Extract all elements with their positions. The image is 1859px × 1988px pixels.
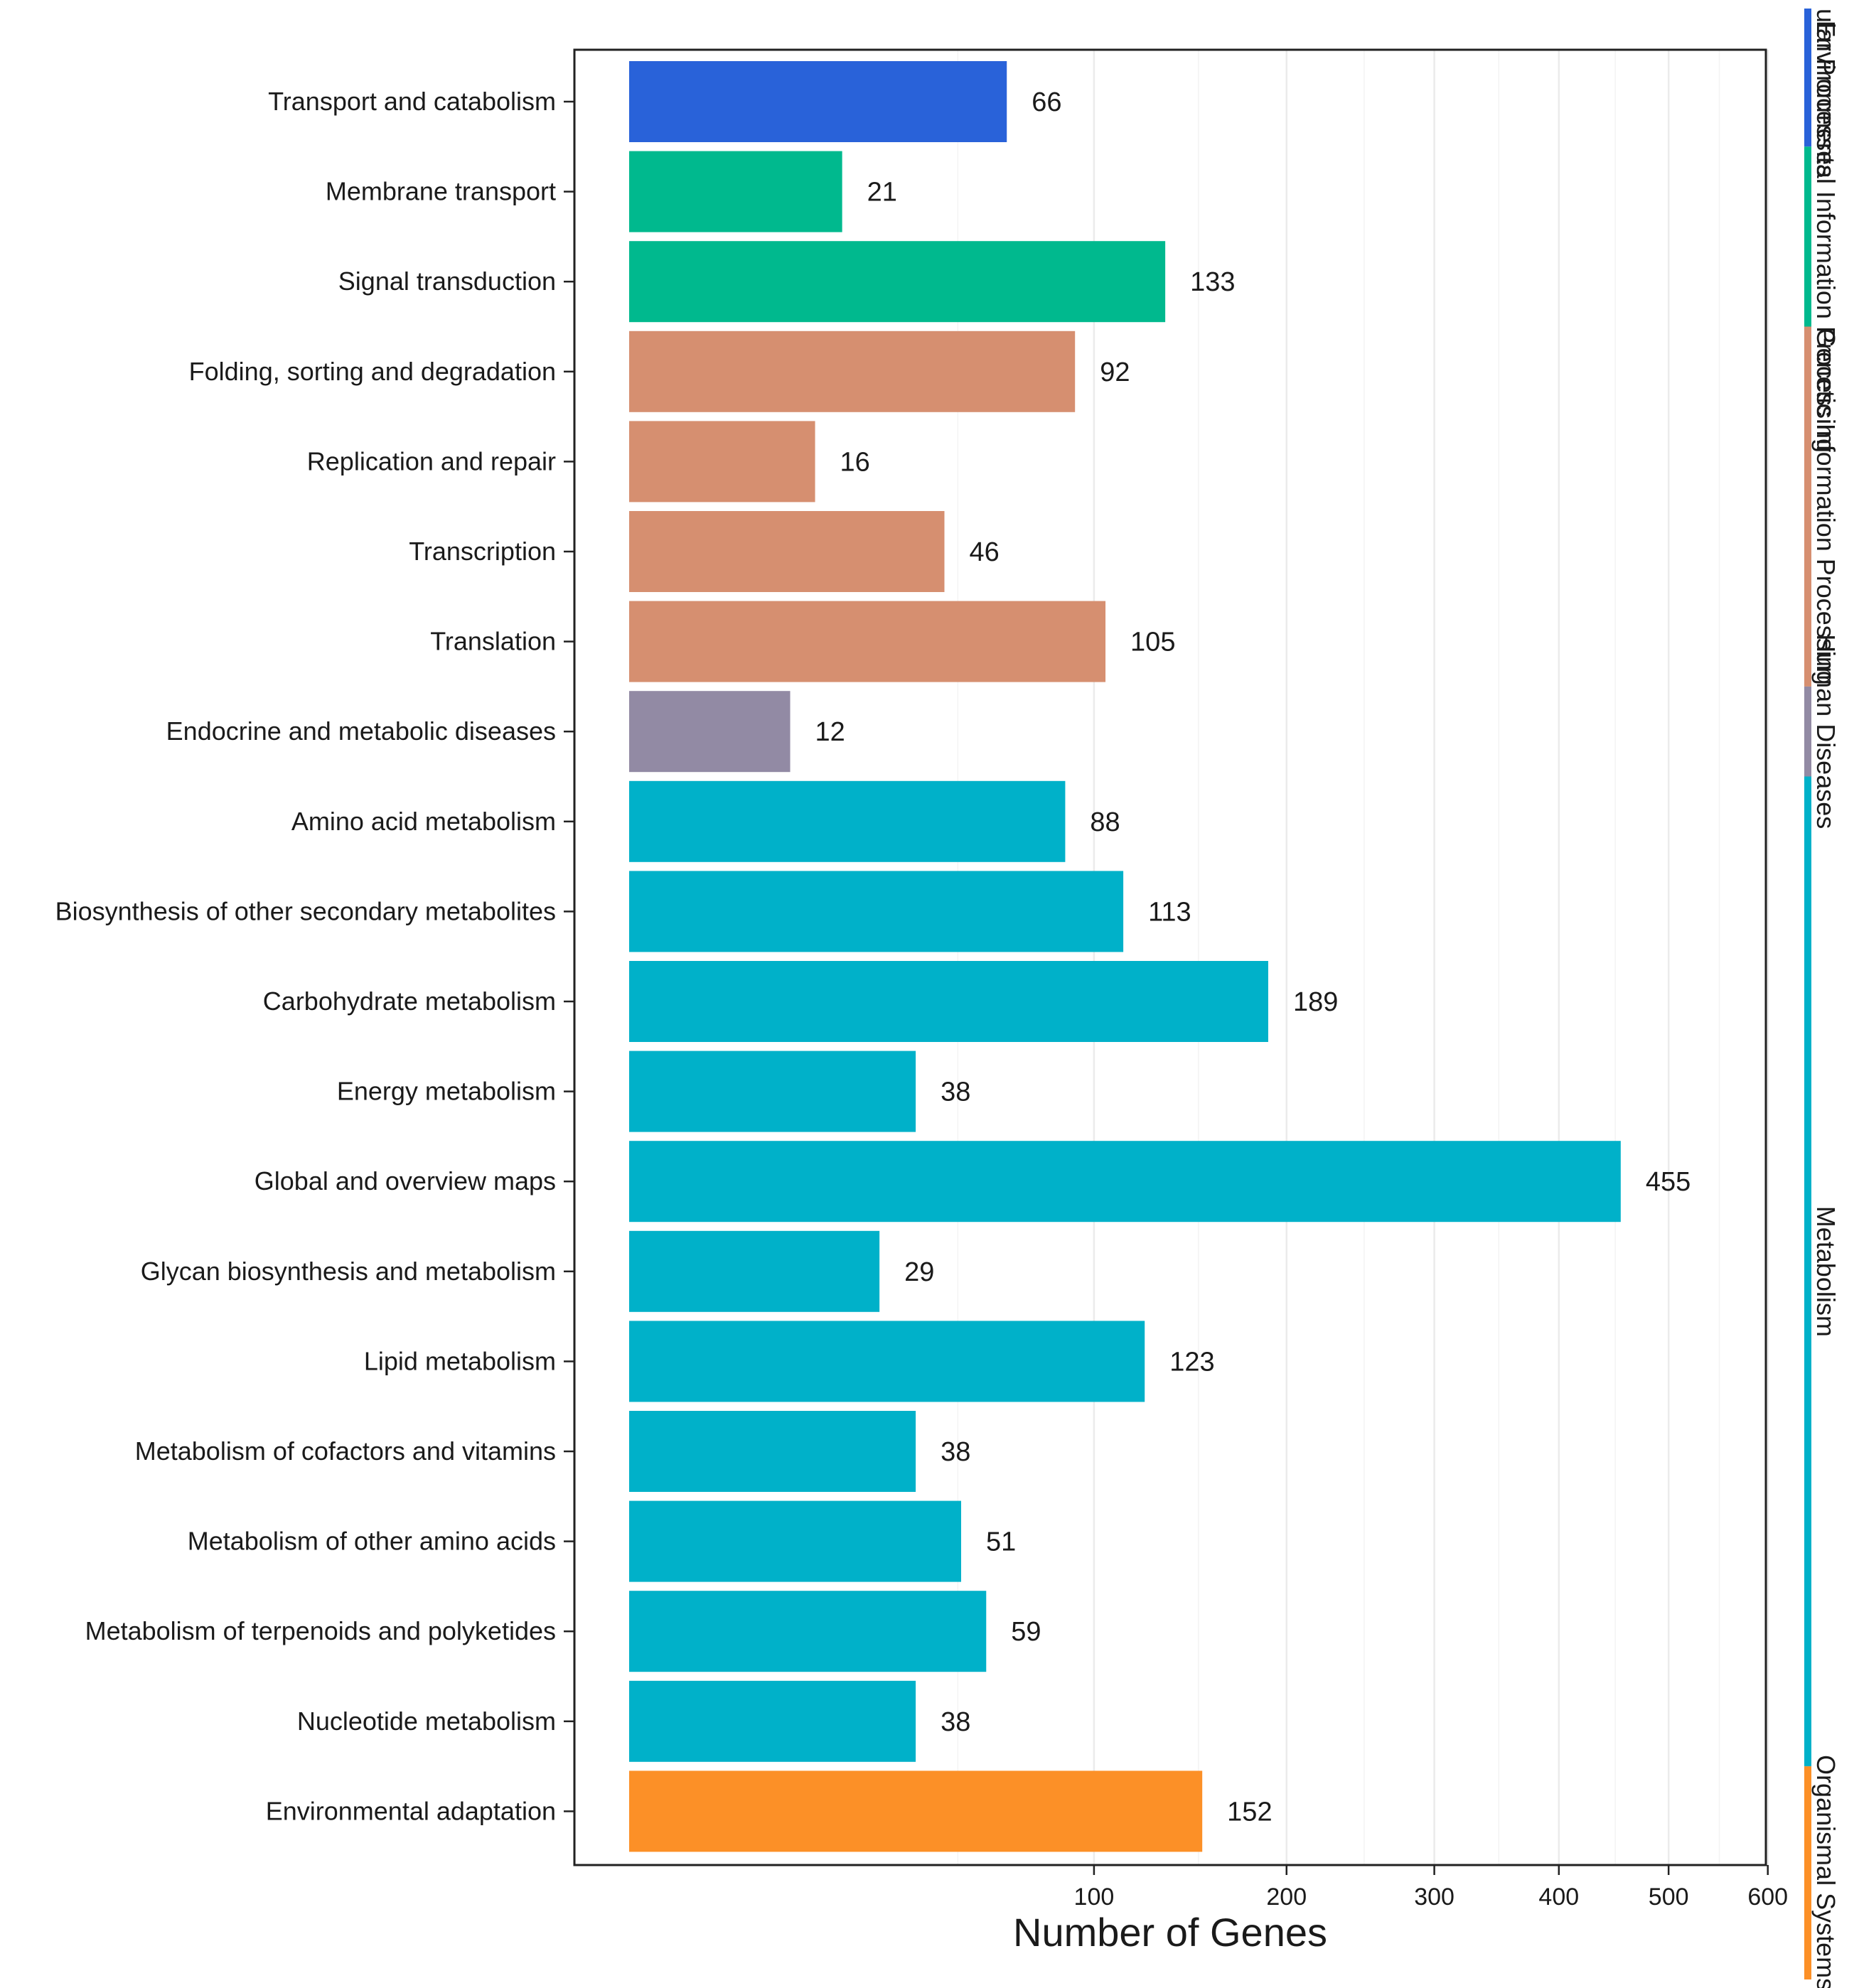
bar-value-label: 51 [986, 1527, 1016, 1557]
category-label: Transcription [409, 537, 556, 566]
bar [629, 1500, 961, 1582]
bar [629, 1680, 916, 1762]
bar [629, 1321, 1145, 1402]
bar-value-label: 152 [1227, 1797, 1272, 1827]
x-tick-label: 600 [1747, 1884, 1788, 1911]
bar [629, 601, 1106, 682]
group-strip [1804, 686, 1811, 777]
group-label: Environmental Information Processing [1811, 21, 1841, 453]
category-label: Glycan biosynthesis and metabolism [141, 1257, 556, 1286]
bar [629, 780, 1066, 862]
category-label: Lipid metabolism [364, 1346, 556, 1375]
group-label: Human Diseases [1811, 634, 1841, 829]
bar-value-label: 59 [1011, 1617, 1041, 1647]
bar-value-label: 16 [840, 447, 870, 477]
x-tick-label: 200 [1266, 1884, 1307, 1911]
bar-value-label: 12 [815, 717, 845, 747]
bar [629, 1141, 1621, 1223]
group-label: Metabolism [1811, 1206, 1841, 1337]
x-tick-label: 500 [1649, 1884, 1689, 1911]
category-label: Metabolism of other amino acids [188, 1527, 556, 1556]
category-label: Metabolism of terpenoids and polyketides [85, 1616, 556, 1645]
bar-value-label: 38 [941, 1437, 970, 1467]
group-label: Organismal Systems [1811, 1755, 1841, 1988]
category-label: Replication and repair [307, 446, 556, 475]
bar-value-label: 123 [1169, 1347, 1214, 1377]
bar-value-label: 46 [969, 537, 999, 567]
category-label: Signal transduction [338, 267, 556, 296]
bar [629, 871, 1124, 952]
plot-frame [573, 48, 1767, 1866]
group-label: Genetic Information Processing [1811, 328, 1841, 685]
bar-value-label: 88 [1090, 807, 1120, 837]
gridlines [957, 50, 1769, 1865]
bar [629, 1051, 916, 1132]
category-label: Nucleotide metabolism [297, 1707, 556, 1736]
category-label: Translation [430, 627, 556, 656]
x-axis: 100 200 300 400 500 600 [1074, 1865, 1788, 1911]
category-label: Membrane transport [326, 177, 556, 206]
bars: 66 21 133 92 16 46 105 12 88 113 189 38 455 29 123 38 51… [629, 61, 1691, 1852]
bar [629, 1771, 1203, 1852]
category-label: Amino acid metabolism [291, 807, 556, 836]
bar [629, 1411, 916, 1492]
category-label: Transport and catabolism [268, 87, 556, 116]
category-label: Metabolism of cofactors and vitamins [135, 1436, 556, 1466]
x-axis-title: Number of Genes [1013, 1910, 1327, 1955]
group-label: ular Processes [1811, 9, 1841, 178]
bar-value-label: 29 [904, 1257, 934, 1287]
bar [629, 691, 791, 773]
bar [629, 61, 1007, 142]
bar-value-label: 105 [1130, 628, 1175, 657]
category-label: Energy metabolism [337, 1077, 556, 1106]
x-tick-label: 100 [1074, 1884, 1115, 1911]
bar [629, 331, 1076, 412]
bar [629, 511, 945, 592]
category-label: Folding, sorting and degradation [189, 357, 556, 386]
bar-value-label: 66 [1032, 87, 1061, 117]
group-strip [1804, 1766, 1811, 1979]
category-label: Biosynthesis of other secondary metaboli… [55, 896, 556, 925]
bar-value-label: 189 [1293, 987, 1338, 1017]
bar-value-label: 133 [1190, 267, 1235, 297]
category-label: Carbohydrate metabolism [263, 987, 556, 1016]
category-label: Environmental adaptation [266, 1796, 556, 1825]
category-label: Endocrine and metabolic diseases [166, 716, 556, 746]
group-strip [1804, 776, 1811, 1767]
bar [629, 151, 842, 232]
bar-value-label: 38 [941, 1078, 970, 1107]
category-label: Global and overview maps [255, 1166, 556, 1196]
bar [629, 241, 1166, 323]
bar [629, 1230, 880, 1312]
x-tick-label: 400 [1538, 1884, 1579, 1911]
bar-value-label: 455 [1646, 1167, 1691, 1197]
group-strip [1804, 146, 1811, 327]
bar [629, 961, 1268, 1042]
bar-value-label: 92 [1100, 358, 1130, 387]
x-tick-label: 300 [1414, 1884, 1454, 1911]
bar-value-label: 113 [1148, 897, 1191, 927]
category-labels: Transport and catabolism Membrane transpo… [55, 87, 574, 1825]
bar [629, 1591, 987, 1672]
bar [629, 421, 815, 503]
bar-value-label: 38 [941, 1707, 970, 1737]
group-strip [1804, 326, 1811, 687]
group-strip [1804, 9, 1811, 147]
bar-value-label: 21 [867, 178, 897, 208]
